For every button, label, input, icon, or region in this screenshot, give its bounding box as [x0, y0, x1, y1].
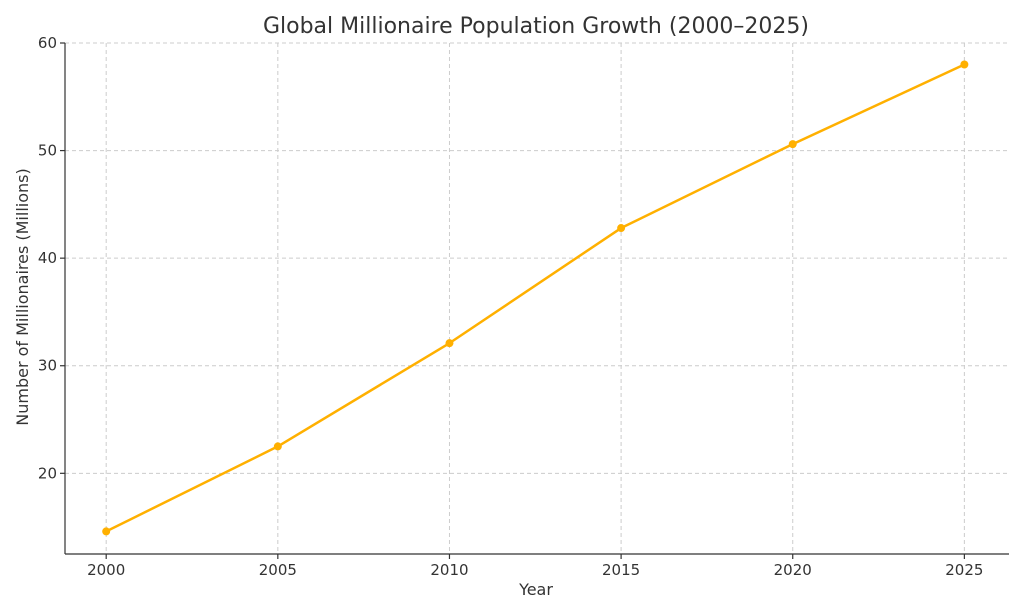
tick-labels: 20 30 40 50 60 2000 2005 2010 2015 2020 2025 [38, 34, 984, 579]
series [102, 60, 969, 536]
data-point [960, 60, 969, 69]
chart-title: Global Millionaire Population Growth (20… [263, 14, 809, 39]
x-tick-label: 2000 [87, 561, 125, 579]
data-point [617, 224, 626, 233]
x-tick-label: 2005 [259, 561, 297, 579]
axes [64, 43, 1009, 555]
y-tick-label: 30 [38, 357, 57, 375]
x-tick-label: 2015 [602, 561, 640, 579]
y-tick-label: 40 [38, 249, 57, 267]
series-line [105, 63, 965, 533]
x-tick-label: 2025 [945, 561, 983, 579]
x-tick-label: 2010 [430, 561, 468, 579]
y-tick-label: 60 [38, 34, 57, 52]
x-axis-label: Year [518, 580, 553, 599]
data-point [445, 339, 454, 348]
data-point [788, 140, 797, 149]
x-tick-label: 2020 [774, 561, 812, 579]
y-axis-label: Number of Millionaires (Millions) [13, 168, 32, 425]
data-point [273, 442, 282, 451]
y-tick-label: 50 [38, 142, 57, 160]
data-point [102, 527, 111, 536]
y-tick-label: 20 [38, 464, 57, 482]
grid-lines [65, 42, 1009, 554]
